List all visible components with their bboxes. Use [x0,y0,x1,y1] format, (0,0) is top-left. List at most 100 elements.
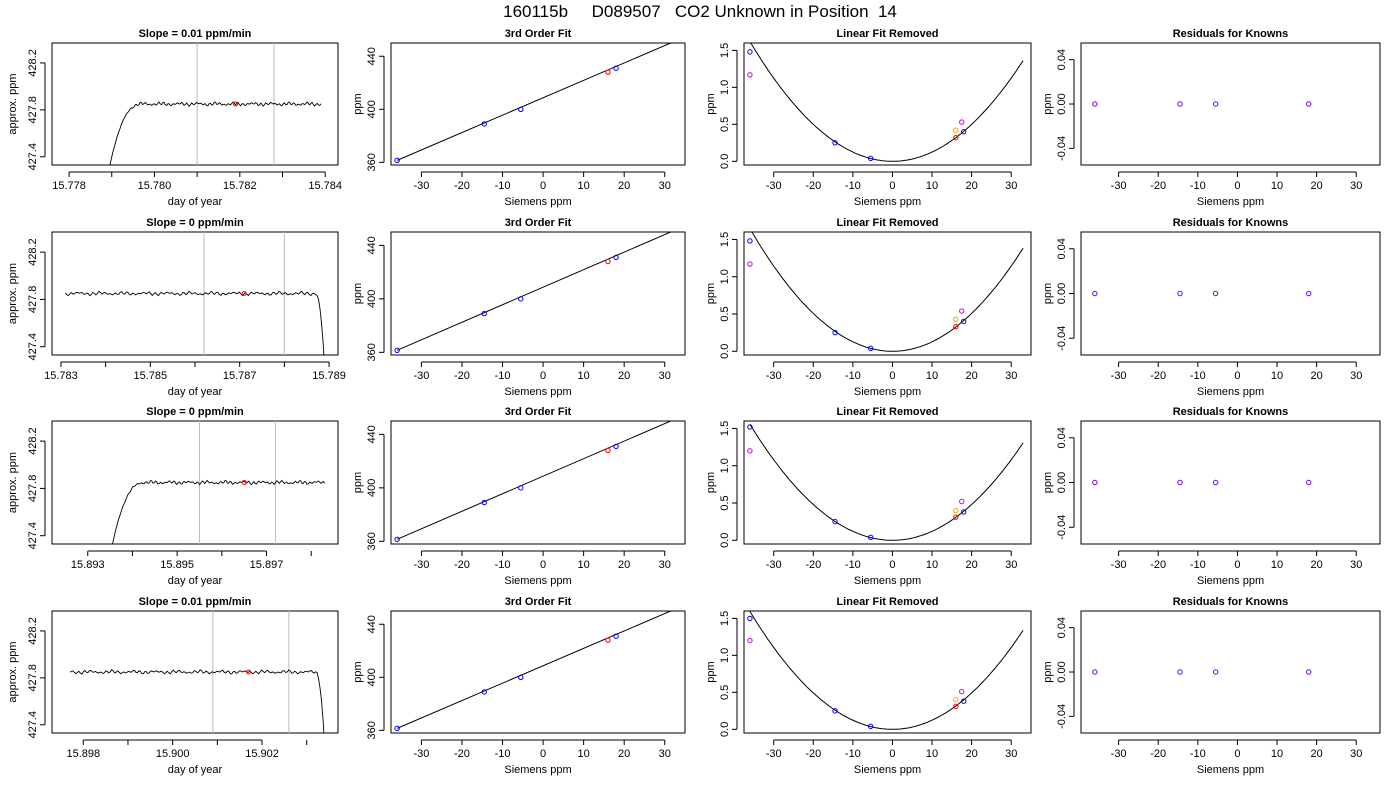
x-tick-label: 10 [926,559,938,571]
data-point [394,725,400,732]
sample-mean-point [241,480,247,485]
x-tick-label: 30 [659,748,671,760]
y-tick-label: 1.5 [719,611,731,626]
plot-frame [743,231,1032,356]
x-tick-label: 30 [659,180,671,192]
x-tick-label: -30 [1111,559,1127,571]
y-tick-label: 360 [366,532,378,550]
x-tick-label: -20 [805,748,821,760]
x-tick-label: -20 [454,559,470,571]
subplot-r2c1: Slope = 0 ppm/min 15.783 15.785 15.787 15.78… [7,217,346,398]
x-tick-label: 10 [1271,748,1283,760]
y-tick-label: 0.04 [1056,238,1068,259]
y-axis-label: approx. ppm [7,641,19,702]
data-point [1092,290,1098,297]
x-tick-label: 15.897 [250,559,284,571]
plot-area [109,43,322,165]
y-tick-label: 400 [366,479,378,497]
x-tick-label: 20 [618,370,630,382]
data-point [1212,669,1219,675]
x-tick-label: 15.784 [308,180,342,192]
subplot-r2c2: 3rd Order Fit -30 -20 -10 0 10 20 30 Siemens ppm… [352,217,686,398]
x-tick-label: 0 [889,180,895,192]
data-point [953,323,959,330]
y-tick-label: 0.0 [719,344,731,359]
y-tick-label: 1.0 [719,269,731,284]
data-point [613,65,619,71]
x-axis-label: day of year [168,196,223,208]
subplot-title: Linear Fit Removed [836,28,938,40]
subplot-title: Slope = 0 ppm/min [146,217,244,229]
subplot-r4c3: Linear Fit Removed -30 -20 -10 0 10 20 30 Siemen… [705,596,1032,776]
x-tick-label: 30 [1350,748,1362,760]
plot-area [1092,669,1312,675]
x-tick-label: 15.787 [223,370,257,382]
subplot-title: Residuals for Knowns [1173,406,1289,418]
y-tick-label: 0.04 [1056,617,1068,638]
plot-area [112,421,325,544]
data-point [481,121,487,127]
subplot-r4c1: Slope = 0.01 ppm/min 15.898 15.900 15.902 da… [7,596,339,776]
y-tick-label: 427.8 [27,475,39,503]
y-tick-label: 427.8 [27,96,39,124]
concentration-trace [112,479,325,544]
data-point [747,72,753,78]
x-tick-label: 0 [1234,370,1240,382]
x-axis-label: Siemens ppm [1197,196,1264,208]
subplot-r3c3: Linear Fit Removed -30 -20 -10 0 10 20 30 Siemen… [705,406,1032,587]
y-tick-label: 427.4 [27,143,39,171]
y-tick-label: 0.00 [1056,661,1068,682]
x-tick-label: -20 [1150,559,1166,571]
plot-frame [51,610,339,734]
y-tick-label: 0.04 [1056,427,1068,448]
subplot-title: 3rd Order Fit [505,217,572,229]
data-point [481,310,487,317]
subplot-title: Slope = 0.01 ppm/min [139,596,252,608]
x-axis-label: Siemens ppm [504,386,571,398]
data-point [747,261,753,267]
plot-area [394,43,672,164]
x-tick-label: 10 [926,180,938,192]
y-tick-label: 428.2 [27,238,39,266]
subplot-r2c4: Residuals for Knowns -30 -20 -10 0 10 20 30 Siem… [1042,217,1381,398]
x-tick-label: -30 [766,559,782,571]
x-axis-label: Siemens ppm [854,386,921,398]
y-tick-label: 428.2 [27,617,39,645]
x-tick-label: -10 [495,559,511,571]
data-point [605,69,611,75]
data-point [518,296,524,302]
x-tick-label: 30 [659,559,671,571]
y-tick-label: 1.0 [719,648,731,663]
data-point [394,157,400,164]
data-point [959,308,965,314]
x-tick-label: -30 [766,748,782,760]
x-tick-label: 0 [1234,748,1240,760]
data-point [959,498,965,505]
y-axis-label: ppm [352,283,364,304]
y-tick-label: 400 [366,100,378,118]
data-point [613,254,619,261]
y-tick-label: -0.04 [1056,326,1068,351]
x-tick-label: 15.893 [71,559,105,571]
data-point [1306,479,1312,486]
x-tick-label: 15.902 [245,748,279,760]
fit-curve [750,43,1024,162]
y-tick-label: 1.0 [719,458,731,473]
x-tick-label: -10 [845,559,861,571]
plot-frame [390,610,686,734]
plot-frame [743,420,1032,545]
x-tick-label: -30 [1111,748,1127,760]
x-tick-label: 20 [965,748,977,760]
y-tick-label: 0.00 [1056,283,1068,304]
fit-curve [749,424,1024,541]
x-tick-label: -20 [454,748,470,760]
x-tick-label: 10 [1271,370,1283,382]
y-tick-label: 1.5 [719,43,731,58]
y-tick-label: 1.5 [719,421,731,436]
x-tick-label: 10 [926,748,938,760]
y-axis-label: ppm [352,93,364,114]
plot-frame [51,42,339,166]
fit-line [396,611,672,729]
subplot-r4c2: 3rd Order Fit -30 -20 -10 0 10 20 30 Siemens ppm… [352,596,686,776]
x-tick-label: 30 [659,370,671,382]
